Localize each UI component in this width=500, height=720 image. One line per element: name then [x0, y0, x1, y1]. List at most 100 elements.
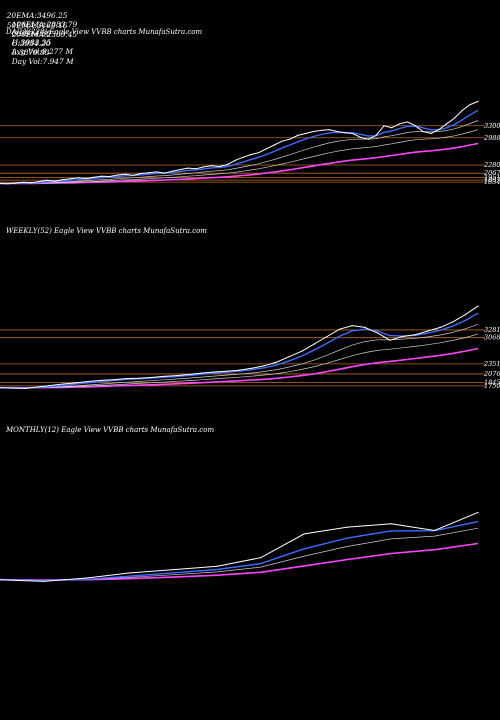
daily-price-point — [54, 180, 56, 182]
monthly-price-point — [42, 580, 45, 583]
daily-ema200-line — [0, 142, 479, 185]
daily-price-point — [69, 178, 72, 180]
ema20-label: 20EMA: — [6, 11, 37, 20]
weekly-price-point — [477, 305, 479, 307]
daily-price-point — [312, 130, 315, 133]
indicator-header-row2: 50EMA:3169.16 200EMA:2369.45 C:3934.20 L… — [2, 12, 77, 66]
monthly-price-point — [477, 511, 479, 514]
daily-price-point — [226, 164, 228, 166]
daily-level-label: 1951 — [484, 174, 500, 182]
daily-price-point — [101, 175, 103, 177]
weekly-price-point — [401, 335, 404, 338]
daily-price-point — [132, 174, 134, 176]
daily-price-point — [234, 159, 236, 161]
monthly-price-point — [0, 579, 1, 581]
weekly-level-label: 3281 — [484, 326, 500, 334]
monthly-price-point — [86, 577, 88, 579]
weekly-price-point — [339, 328, 341, 330]
weekly-price-point — [351, 324, 353, 327]
daily-price-point — [0, 182, 1, 185]
weekly-price-point — [364, 326, 366, 329]
weekly-price-point — [11, 387, 14, 389]
weekly-price-point — [414, 334, 416, 336]
low-value: 3879.93 — [19, 48, 50, 57]
daily-price-point — [469, 104, 471, 106]
weekly-price-point — [276, 361, 278, 363]
daily-panel-title: DAILY(228) Eagle View VVBB charts Munafa… — [6, 28, 203, 36]
daily-price-point — [203, 166, 205, 168]
weekly-price-point — [175, 375, 177, 377]
ema50-value: 3169.16 — [36, 21, 68, 30]
daily-price-point — [195, 168, 197, 170]
daily-price-point — [171, 170, 173, 172]
daily-price-point — [399, 123, 401, 125]
daily-price-point — [116, 174, 119, 176]
monthly-price-point — [390, 523, 392, 525]
daily-price-point — [38, 180, 40, 183]
daily-price-point — [406, 121, 409, 123]
daily-price-line — [0, 100, 479, 185]
daily-price-point — [77, 177, 79, 179]
indicator-header-row1: 20EMA:3496.25 100EMA:2883.79 O:3914.36 H… — [2, 2, 77, 56]
open-label: O: — [11, 29, 21, 38]
daily-price-point — [85, 177, 87, 180]
daily-level-label: 2280 — [483, 161, 500, 169]
ema200-value: 2369.45 — [46, 30, 78, 39]
daily-ema20-line — [0, 109, 479, 185]
open-value: 3914.36 — [20, 29, 51, 38]
weekly-price-point — [188, 373, 190, 376]
weekly-price-point — [0, 387, 1, 389]
daily-price-point — [430, 132, 432, 135]
ema200-label: 200EMA: — [11, 30, 47, 39]
weekly-level-label: 1845 — [484, 378, 500, 386]
daily-ema50-line — [0, 120, 479, 184]
monthly-panel-title: MONTHLY(12) Eagle View VVBB charts Munaf… — [6, 426, 215, 434]
monthly-ema20-line — [0, 520, 479, 582]
daily-level-label: 1834 — [484, 178, 500, 186]
weekly-price-point — [24, 387, 26, 390]
daily-price-point — [242, 156, 244, 158]
daily-price-point — [62, 179, 64, 181]
daily-price-point — [446, 123, 448, 125]
weekly-price-point — [37, 386, 39, 388]
daily-level-label: 2988 — [483, 134, 500, 142]
daily-price-point — [46, 179, 48, 181]
daily-price-point — [461, 109, 463, 111]
weekly-price-point — [326, 335, 328, 338]
weekly-price-point — [452, 321, 454, 323]
daily-price-point — [414, 125, 416, 127]
daily-price-point — [257, 152, 260, 154]
weekly-price-point — [62, 383, 64, 385]
daily-price-point — [93, 176, 95, 178]
daily-price-point — [336, 130, 338, 133]
daily-price-point — [438, 129, 440, 131]
daily-price-point — [187, 167, 189, 169]
ema20-value: 3496.25 — [36, 11, 68, 20]
monthly-price-point — [260, 557, 262, 559]
weekly-price-point — [162, 375, 165, 377]
daily-price-point — [109, 175, 111, 178]
daily-price-point — [383, 125, 385, 127]
weekly-price-point — [213, 371, 215, 373]
monthly-price-point — [216, 565, 218, 567]
daily-price-point — [140, 172, 142, 175]
weekly-ema20-line — [0, 312, 479, 389]
low-label: L: — [11, 48, 20, 57]
weekly-price-point — [376, 332, 378, 334]
daily-price-point — [320, 129, 322, 131]
daily-price-point — [477, 100, 479, 102]
daily-price-point — [179, 169, 181, 171]
close-label: C: — [11, 39, 20, 48]
weekly-price-point — [427, 330, 429, 332]
weekly-level-label: 2351 — [483, 360, 500, 368]
weekly-price-point — [112, 379, 114, 381]
high-value: 3983.35 — [20, 38, 52, 47]
weekly-price-point — [313, 343, 316, 345]
daily-level-label: 1887 — [484, 176, 500, 184]
day-vol-value: 7.947 M — [42, 57, 74, 66]
daily-price-point — [163, 172, 166, 174]
daily-price-point — [305, 132, 307, 135]
weekly-price-point — [238, 369, 240, 371]
daily-price-point — [391, 127, 393, 129]
